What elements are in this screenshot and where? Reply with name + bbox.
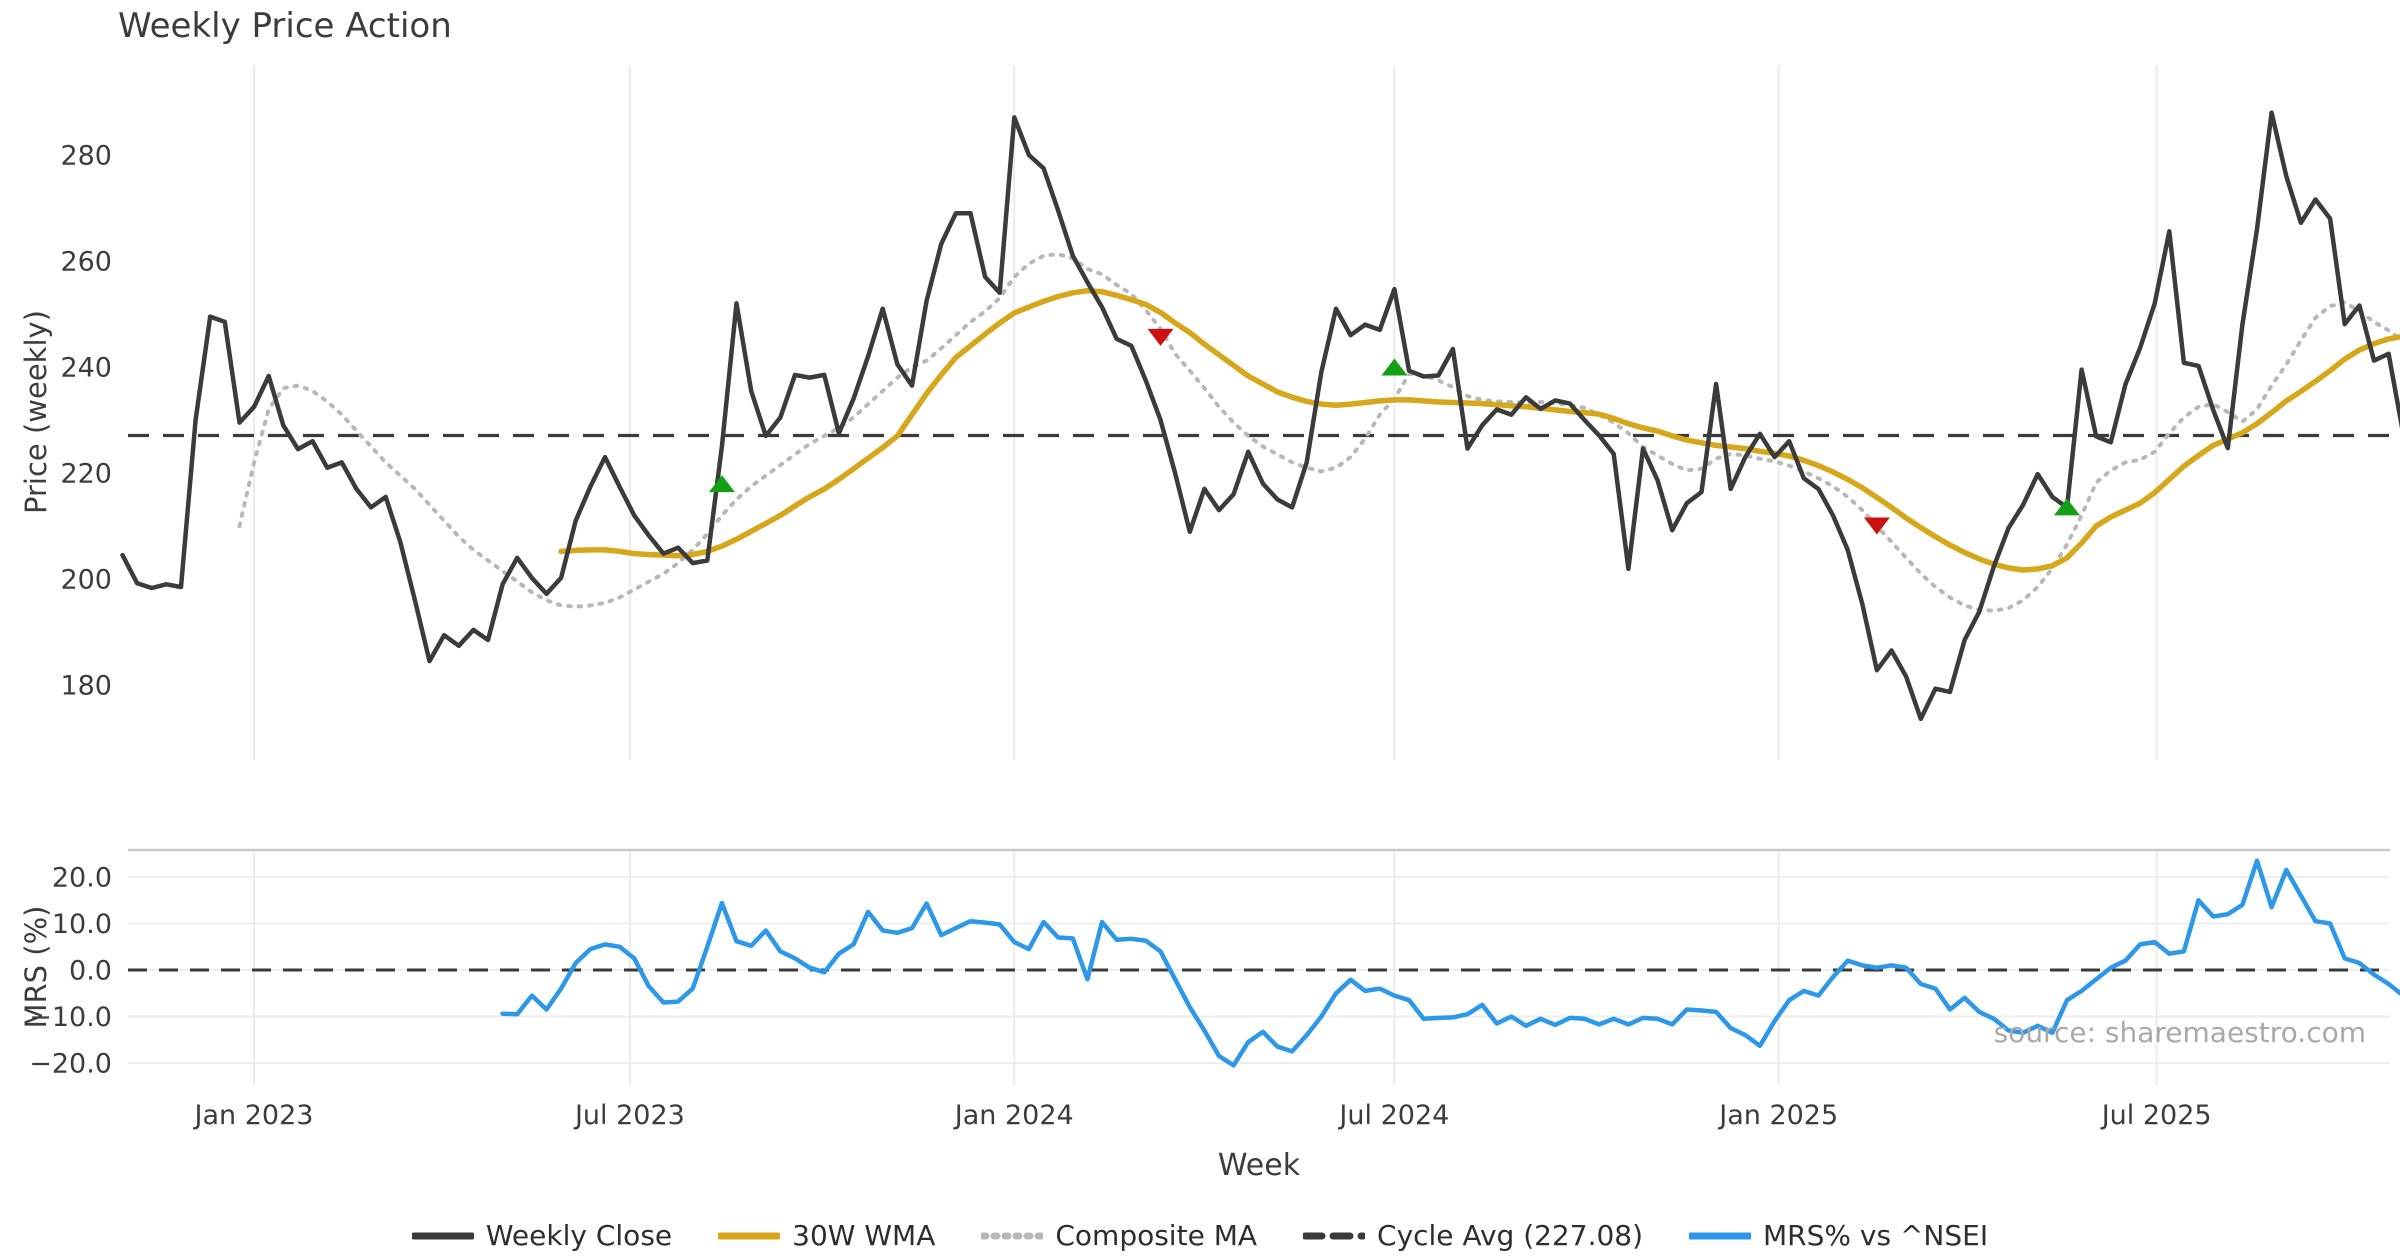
x-tick-label: Jul 2024 bbox=[1337, 1100, 1449, 1131]
legend-label: Weekly Close bbox=[485, 1219, 673, 1252]
buy-signal-marker bbox=[708, 475, 735, 493]
x-tick-label: Jan 2024 bbox=[953, 1100, 1074, 1131]
price-tick-label: 240 bbox=[60, 353, 112, 384]
buy-signal-marker bbox=[1381, 358, 1408, 376]
legend-item-cycle-avg-227-08-: Cycle Avg (227.08) bbox=[1303, 1219, 1643, 1252]
x-tick-label: Jul 2025 bbox=[2100, 1100, 2212, 1131]
x-tick-label: Jan 2025 bbox=[1717, 1100, 1838, 1131]
legend-label: Composite MA bbox=[1055, 1219, 1258, 1252]
price-tick-label: 200 bbox=[60, 565, 112, 596]
legend-label: 30W WMA bbox=[792, 1219, 936, 1252]
sell-signal-marker bbox=[1147, 328, 1174, 346]
x-tick-label: Jul 2023 bbox=[573, 1100, 685, 1131]
price-tick-label: 220 bbox=[60, 459, 112, 490]
x-tick-label: Jan 2023 bbox=[193, 1100, 314, 1131]
legend-swatch-icon bbox=[1303, 1232, 1366, 1239]
mrs-tick-label: 10.0 bbox=[52, 909, 112, 940]
legend-item-30w-wma: 30W WMA bbox=[718, 1219, 935, 1252]
series-mrs-vs-nsei bbox=[500, 858, 2400, 1068]
price-tick-label: 260 bbox=[60, 247, 112, 278]
legend-swatch-icon bbox=[1689, 1232, 1752, 1239]
legend-item-weekly-close: Weekly Close bbox=[411, 1219, 673, 1252]
legend-swatch-icon bbox=[718, 1232, 781, 1239]
legend: Weekly Close 30W WMA Composite MA Cycle … bbox=[0, 1219, 2400, 1252]
legend-swatch-icon bbox=[411, 1232, 474, 1239]
legend-label: Cycle Avg (227.08) bbox=[1377, 1219, 1644, 1252]
legend-swatch-icon bbox=[981, 1232, 1044, 1239]
buy-signal-marker bbox=[2053, 498, 2080, 516]
mrs-tick-label: −10.0 bbox=[29, 1002, 112, 1033]
source-note: source: sharemaestro.com bbox=[1993, 1016, 2366, 1049]
series-30w-wma bbox=[558, 287, 2400, 573]
mrs-tick-label: 20.0 bbox=[52, 863, 112, 894]
sell-signal-marker bbox=[1863, 517, 1890, 535]
page-title: Weekly Price Action bbox=[118, 6, 452, 46]
mrs-tick-label: −20.0 bbox=[29, 1049, 112, 1080]
legend-item-mrs-vs-nsei: MRS% vs ^NSEI bbox=[1689, 1219, 1988, 1252]
mrs-tick-label: 0.0 bbox=[69, 956, 112, 987]
price-tick-label: 280 bbox=[60, 141, 112, 172]
price-tick-label: 180 bbox=[60, 671, 112, 702]
legend-item-composite-ma: Composite MA bbox=[981, 1219, 1257, 1252]
x-axis-label: Week bbox=[1217, 1148, 1301, 1183]
legend-label: MRS% vs ^NSEI bbox=[1763, 1219, 1989, 1252]
series-weekly-close bbox=[120, 110, 2400, 722]
